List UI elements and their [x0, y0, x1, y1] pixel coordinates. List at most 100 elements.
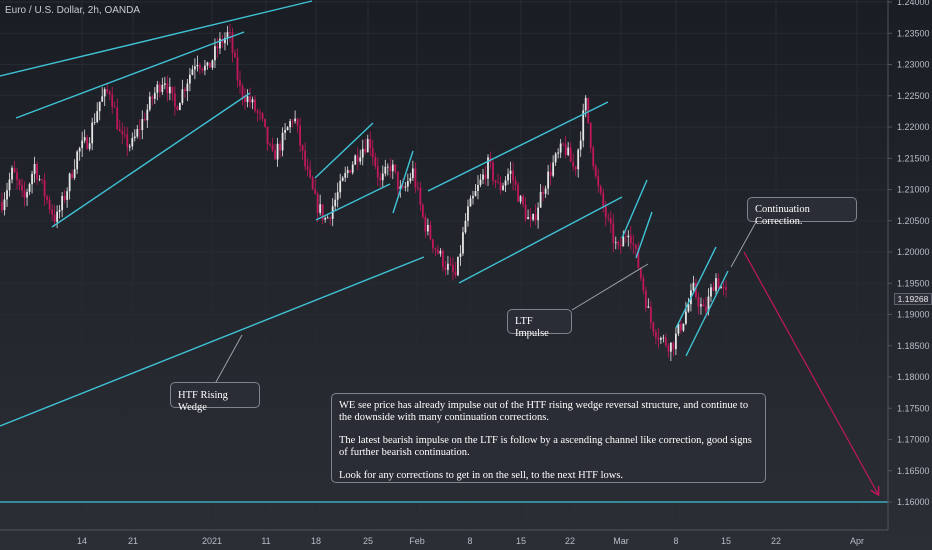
candle-body [409, 177, 412, 182]
y-tick-label: 1.22500 [897, 91, 930, 101]
candle-body [68, 173, 71, 192]
y-tick-label: 1.19000 [897, 310, 930, 320]
candle-body [667, 345, 670, 352]
candle-body [316, 193, 319, 213]
annotation-ltf-impulse: LTF Impulse [507, 309, 572, 339]
wedge-upper-inner-line [15, 31, 245, 119]
candle-body [682, 323, 685, 331]
channel-big-upper-line [427, 101, 609, 192]
candle-body [391, 164, 394, 172]
candle-body [161, 84, 164, 93]
x-tick-label: Apr [850, 536, 864, 546]
candle-body [101, 96, 104, 102]
candle-body [359, 157, 362, 162]
candle-body [376, 166, 379, 178]
candle-body [444, 266, 447, 270]
candle-body [211, 60, 214, 68]
candle-body [634, 244, 637, 249]
candle-body [426, 224, 429, 232]
candle-body [71, 173, 74, 178]
channel-small-line [392, 150, 414, 214]
candle-body [18, 179, 21, 186]
candle-body [256, 110, 259, 113]
candle-body [214, 46, 216, 61]
candle-body [547, 171, 550, 189]
candle-body [664, 337, 667, 346]
candle-body [554, 153, 557, 163]
candle-body [264, 118, 266, 127]
candle-body [241, 85, 244, 98]
candle-body [156, 84, 159, 93]
candle-body [329, 217, 332, 219]
annotation-continuation-text: Continuation Correction. [755, 204, 810, 227]
y-tick-label: 1.17500 [897, 403, 930, 413]
candle-body [609, 218, 612, 224]
candle-body [371, 148, 374, 158]
y-tick-label: 1.20500 [897, 216, 930, 226]
candle-body [607, 217, 610, 219]
candle-body [597, 176, 600, 187]
candle-body [244, 97, 246, 103]
candle-body [83, 137, 86, 141]
candle-body [28, 184, 31, 193]
candle-body [452, 264, 454, 272]
time-axis: 14 21 2021 11 18 25 Feb 8 15 22 Mar 8 15 22 Apr [77, 536, 864, 546]
candle-body [404, 186, 407, 188]
candle-body [647, 306, 650, 308]
candle-body [319, 204, 322, 213]
candle-body [389, 166, 392, 172]
candle-body [462, 232, 464, 254]
candle-body [474, 190, 477, 197]
candle-body [106, 89, 109, 92]
x-tick-label: Mar [613, 536, 629, 546]
candle-body [23, 190, 26, 198]
candle-body [429, 224, 432, 240]
candle-body [309, 169, 312, 178]
candle-body [131, 138, 134, 147]
candle-body [339, 180, 342, 193]
candle-body [61, 195, 64, 211]
candle-body [569, 147, 572, 162]
candle-body [108, 91, 111, 95]
candle-body [311, 177, 314, 189]
candle-body [662, 337, 665, 339]
candle-body [66, 191, 69, 200]
pointer-continuation [730, 221, 757, 268]
annotation-htf-rising-wedge: HTF Rising Wedge [170, 382, 260, 413]
candle-body [654, 331, 657, 338]
candle-body [344, 173, 347, 178]
candle-body [532, 214, 535, 220]
candle-body [229, 32, 231, 34]
candle-body [695, 282, 697, 297]
candle-body [63, 195, 66, 200]
candle-body [587, 97, 590, 123]
candle-body [552, 162, 555, 176]
candle-body [33, 164, 36, 174]
candle-body [582, 110, 585, 141]
candle-body [379, 177, 382, 181]
candle-body [622, 236, 625, 247]
candle-body [204, 65, 206, 71]
candle-body [592, 147, 595, 167]
x-tick-label: 8 [673, 536, 678, 546]
candle-body [632, 243, 635, 245]
candle-body [274, 150, 276, 160]
pointer-ltf [571, 263, 649, 311]
candle-body [464, 220, 467, 233]
candle-body [431, 239, 434, 249]
projection-arrow [743, 251, 878, 494]
candle-body [123, 134, 126, 135]
candle-body [284, 130, 286, 133]
candle-body [133, 136, 136, 139]
candle-body [712, 287, 715, 291]
candle-body [512, 170, 514, 181]
candle-body [163, 83, 166, 85]
candle-body [482, 174, 484, 180]
candle-body [672, 342, 675, 350]
candle-body [188, 74, 191, 84]
candle-body [396, 171, 399, 190]
candle-body [1, 202, 3, 211]
candle-body [178, 103, 181, 111]
annotation-continuation-correction: Continuation Correction. [747, 197, 857, 227]
candle-body [659, 338, 662, 340]
